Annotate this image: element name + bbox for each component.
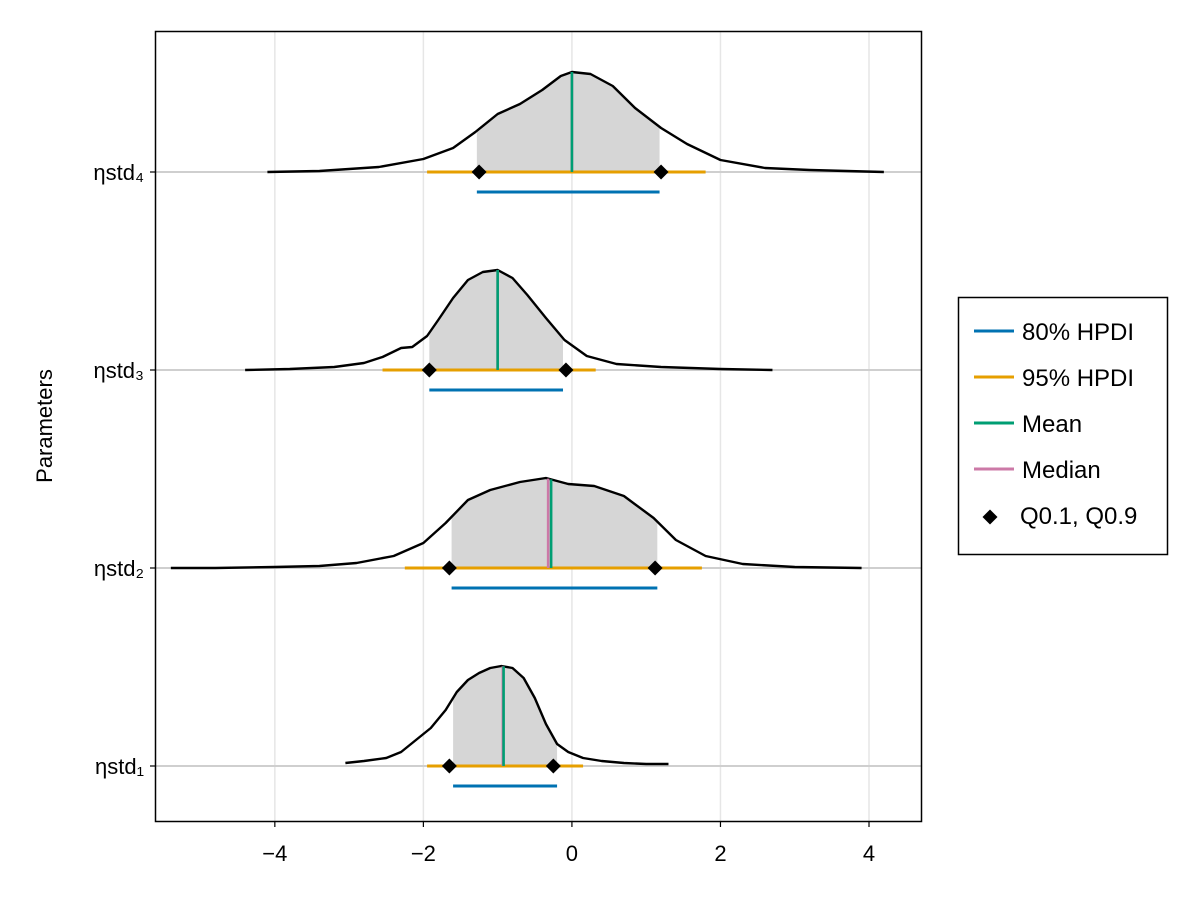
legend: 80% HPDI 95% HPDI Mean Median Q0.1, Q0.9 (957, 296, 1169, 556)
x-tick-label: 4 (863, 841, 875, 866)
x-tick-label: −4 (262, 841, 287, 866)
legend-entry: Q0.1, Q0.9 (982, 503, 1137, 530)
parameter-group (170, 476, 862, 590)
plot-frame (154, 30, 923, 823)
hpdi80-shaded-region (476, 72, 660, 172)
q90-marker (558, 362, 574, 378)
density-curve (170, 476, 862, 570)
y-axis-label: Parameters (32, 369, 57, 483)
legend-label: 95% HPDI (1022, 365, 1134, 392)
y-tick-label: ηstd₁ (95, 754, 144, 779)
y-tick-label: ηstd₄ (93, 160, 144, 185)
y-tick-label: ηstd₃ (93, 358, 144, 383)
legend-label: Q0.1, Q0.9 (1020, 503, 1137, 530)
x-tick-label: −2 (411, 841, 436, 866)
legend-box (957, 296, 1169, 556)
density-curve (267, 70, 884, 174)
q90-marker (653, 164, 669, 180)
parameter-densities (170, 70, 884, 788)
density-curve (245, 268, 773, 372)
legend-entry: Mean (974, 411, 1082, 438)
density-curve (345, 664, 669, 766)
legend-label: 80% HPDI (1022, 319, 1134, 346)
legend-label: Median (1022, 457, 1101, 484)
q10-marker (421, 362, 437, 378)
parameter-group (345, 664, 669, 788)
y-axis-ticks: ηstd₁ ηstd₂ ηstd₃ ηstd₄ (93, 160, 156, 779)
y-tick-label: ηstd₂ (94, 556, 144, 581)
legend-swatch-diamond (982, 509, 998, 525)
baselines (156, 171, 921, 767)
parameter-group (267, 70, 884, 194)
hpdi80-shaded-region (453, 666, 558, 766)
q90-marker (647, 560, 663, 576)
q10-marker (441, 758, 457, 774)
hpdi80-shaded-region (429, 270, 564, 370)
hpdi80-shaded-region (451, 478, 658, 568)
x-tick-label: 0 (566, 841, 578, 866)
legend-entry: 80% HPDI (974, 319, 1134, 346)
q10-marker (471, 164, 487, 180)
legend-entry: 95% HPDI (974, 365, 1134, 392)
x-axis-ticks: −4 −2 0 2 4 (262, 821, 875, 866)
legend-label: Mean (1022, 411, 1082, 438)
x-tick-label: 2 (714, 841, 726, 866)
q90-marker (545, 758, 561, 774)
q10-marker (441, 560, 457, 576)
parameter-group (245, 268, 773, 392)
legend-entry: Median (974, 457, 1101, 484)
